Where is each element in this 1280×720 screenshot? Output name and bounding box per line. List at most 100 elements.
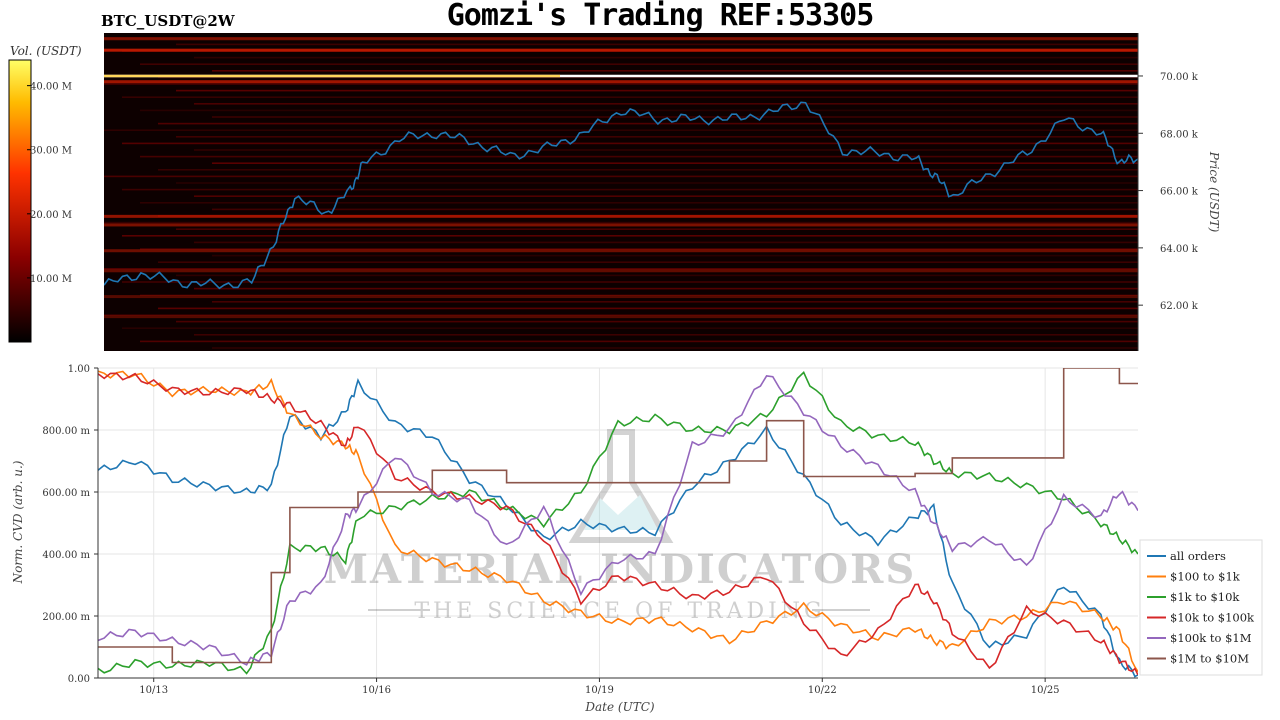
liquidity-band [212, 208, 1138, 211]
legend-label: $100k to $1M [1170, 631, 1252, 645]
legend-box [1139, 539, 1263, 676]
legend-label: $10k to $100k [1170, 611, 1255, 625]
liquidity-band [140, 63, 1138, 65]
liquidity-band [176, 89, 1138, 92]
cvd-line-10k-to-100k [98, 372, 1138, 676]
date-tick-label: 10/25 [1031, 685, 1060, 696]
liquidity-band [104, 175, 1138, 178]
liquidity-band [104, 314, 1138, 316]
liquidity-wall [104, 80, 1138, 84]
date-axis-ticks: 10/13 10/16 10/19 10/22 10/25 [139, 678, 1060, 696]
cvd-y-tick-label: 400.00 m [42, 550, 90, 561]
liquidity-wall [104, 295, 1138, 299]
liquidity-wall [104, 214, 1138, 218]
liquidity-band [212, 70, 1138, 72]
liquidity-band [104, 129, 1138, 131]
liquidity-band [194, 334, 1138, 336]
colorbar-label: Vol. (USDT) [10, 44, 82, 58]
colorbar-ticks: 10.00 M 20.00 M 30.00 M 40.00 M [27, 82, 72, 285]
colorbar [8, 59, 32, 343]
liquidity-band [158, 169, 1138, 171]
liquidity-band [104, 221, 1138, 224]
price-tick-label: 66.00 k [1160, 187, 1199, 198]
liquidity-band [122, 281, 1138, 283]
liquidity-wall [104, 223, 1138, 227]
liquidity-band [122, 96, 1138, 98]
cvd-y-tick-label: 200.00 m [42, 612, 90, 623]
liquidity-band [140, 109, 1138, 112]
liquidity-band [176, 320, 1138, 323]
liquidity-band [122, 142, 1138, 145]
cvd-y-tick-label: 0.00 [68, 674, 90, 685]
date-tick-label: 10/13 [139, 685, 168, 696]
flask-liquid [584, 495, 658, 530]
liquidity-band [194, 103, 1138, 105]
liquidity-band [140, 294, 1138, 296]
cvd-line-1k-to-10k [98, 371, 1138, 675]
price-tick-label: 70.00 k [1160, 72, 1199, 83]
liquidity-band [176, 43, 1138, 46]
colorbar-tick-label: 40.00 M [30, 82, 72, 93]
liquidity-band [194, 195, 1138, 197]
cvd-y-tick-label: 1.00 [68, 364, 90, 375]
liquidity-band [176, 274, 1138, 277]
liquidity-band [176, 228, 1138, 230]
liquidity-wall [104, 249, 1138, 253]
legend-label: $1M to $10M [1170, 652, 1249, 666]
liquidity-band [104, 268, 1138, 270]
liquidity-band [212, 162, 1138, 164]
date-tick-label: 10/16 [362, 685, 391, 696]
cvd-line-all-orders [98, 377, 1138, 678]
liquidity-band [194, 241, 1138, 244]
date-tick-label: 10/22 [808, 685, 837, 696]
liquidity-band [158, 261, 1138, 263]
price-tick-label: 64.00 k [1160, 244, 1199, 255]
watermark-line1: MATERIAL INDICATORS [324, 546, 917, 593]
liquidity-band [140, 155, 1138, 158]
liquidity-band [140, 248, 1138, 250]
liquidity-band [122, 235, 1138, 237]
heatmap-walls [104, 37, 1138, 319]
price-axis-ticks: 62.00 k 64.00 k 66.00 k 68.00 k 70.00 k [1138, 72, 1199, 312]
liquidity-band [140, 340, 1138, 343]
liquidity-band [194, 149, 1138, 151]
price-tick-label: 62.00 k [1160, 301, 1199, 312]
legend-label: $100 to $1k [1170, 570, 1241, 584]
liquidity-wall [104, 48, 1138, 52]
liquidity-wall [104, 37, 1138, 41]
liquidity-band [122, 327, 1138, 329]
liquidity-band [212, 254, 1138, 257]
date-tick-label: 10/19 [585, 685, 614, 696]
cvd-series-lines [98, 368, 1138, 678]
liquidity-band [158, 307, 1138, 310]
liquidity-band [212, 301, 1138, 303]
liquidity-band [140, 202, 1138, 204]
price-tick-label: 68.00 k [1160, 129, 1199, 140]
liquidity-band [194, 56, 1138, 59]
liquidity-wall [104, 315, 1138, 319]
colorbar-tick-label: 20.00 M [30, 210, 72, 221]
legend-label: all orders [1170, 549, 1226, 563]
liquidity-band [176, 136, 1138, 138]
date-axis-label: Date (UTC) [584, 700, 654, 714]
cvd-y-tick-label: 600.00 m [42, 488, 90, 499]
colorbar-tick-label: 10.00 M [30, 274, 72, 285]
chart-title: Gomzi's Trading REF:53305 [446, 0, 875, 33]
cvd-line-100k-to-1m [98, 375, 1138, 666]
cvd-y-tick-label: 800.00 m [42, 426, 90, 437]
cvd-y-axis-ticks: 0.00 200.00 m 400.00 m 600.00 m 800.00 m 1.00 [42, 364, 98, 685]
price-series-line [104, 101, 1138, 290]
liquidity-band [212, 347, 1138, 349]
legend-label: $1k to $10k [1170, 590, 1240, 604]
cvd-line-1m-to-10m [98, 368, 1138, 664]
liquidity-band [212, 116, 1138, 118]
liquidity-band [158, 122, 1138, 125]
liquidity-band [176, 182, 1138, 184]
cvd-axis-label: Norm. CVD (arb. u.) [11, 460, 25, 584]
pair-label: BTC_USDT@2W [101, 12, 235, 30]
liquidity-band [122, 188, 1138, 191]
liquidity-band [194, 287, 1138, 290]
watermark-line2: THE SCIENCE OF TRADING [414, 599, 825, 624]
colorbar-tick-label: 30.00 M [30, 146, 72, 157]
